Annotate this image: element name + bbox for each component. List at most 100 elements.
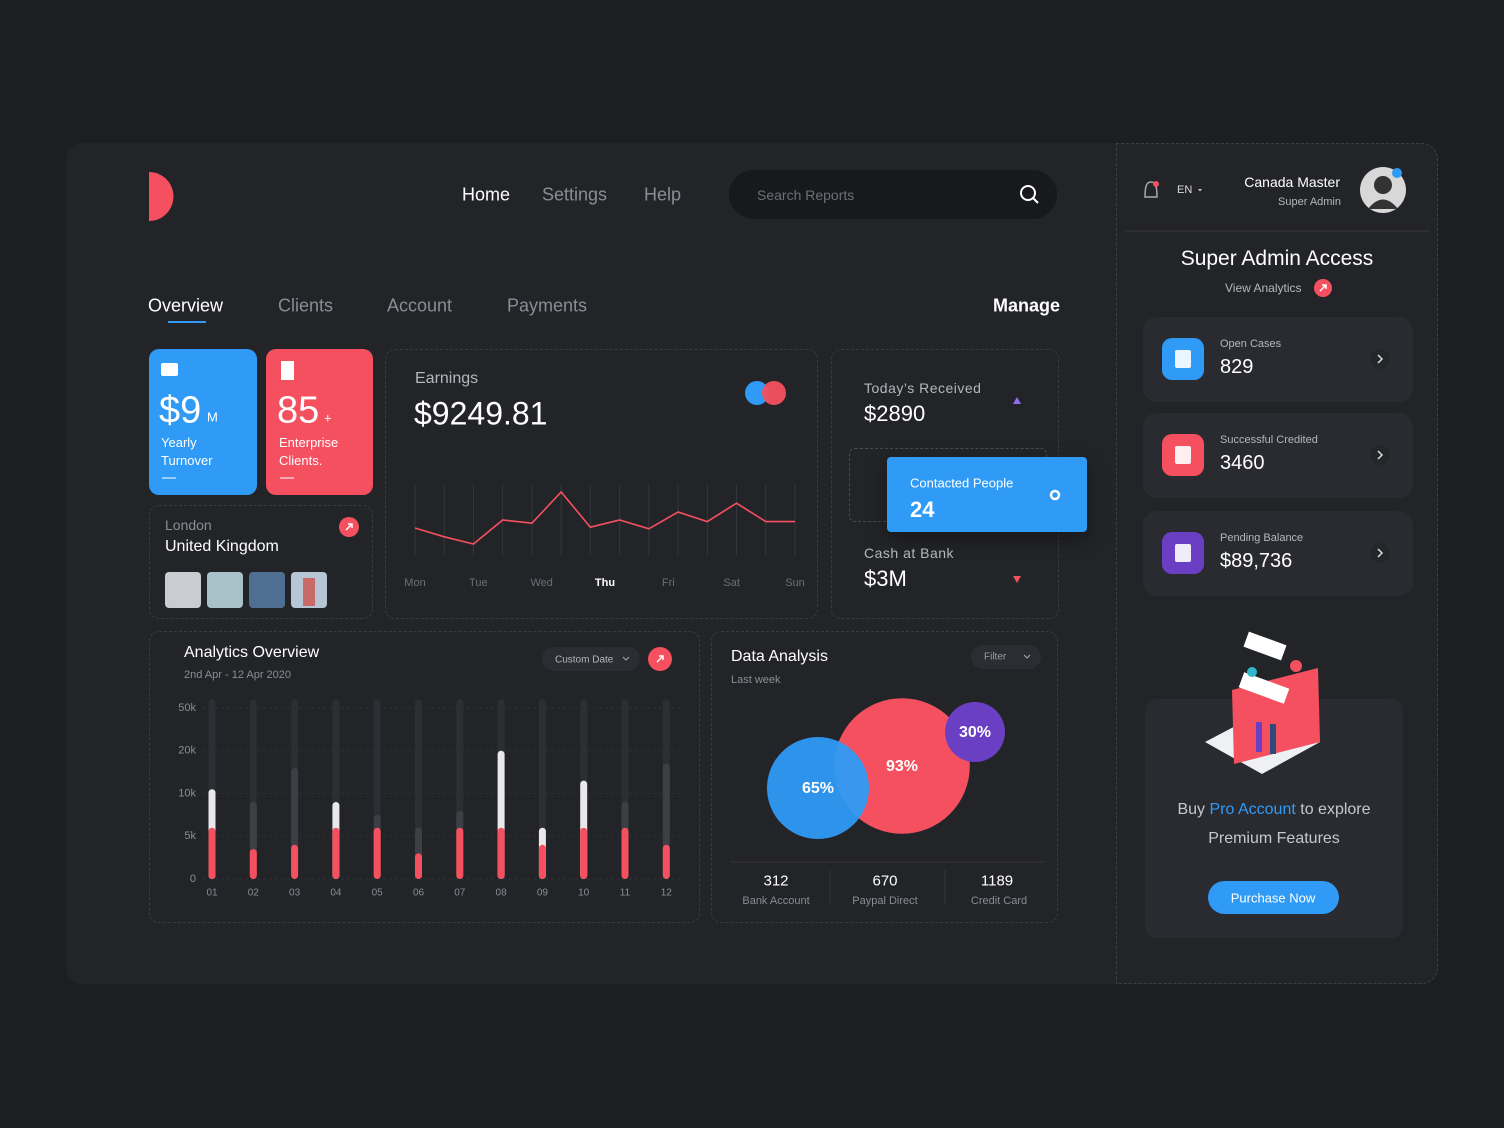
illustration-person bbox=[1270, 724, 1276, 754]
earnings-title: Earnings bbox=[415, 370, 479, 387]
language[interactable]: EN bbox=[1177, 184, 1193, 196]
bar bbox=[621, 827, 629, 879]
illustration-dot bbox=[1247, 667, 1257, 677]
contacted-ring bbox=[1049, 489, 1061, 501]
icon-glyph bbox=[1175, 544, 1191, 562]
arrow-icon bbox=[1319, 284, 1327, 292]
bar bbox=[538, 844, 546, 879]
purchase-label[interactable]: Purchase Now bbox=[1230, 890, 1316, 906]
search-box[interactable] bbox=[729, 170, 1057, 219]
bubble-label: 93% bbox=[886, 758, 918, 775]
toggle-red[interactable] bbox=[762, 381, 786, 405]
bell-badge bbox=[1153, 181, 1159, 187]
avatar-body bbox=[1368, 199, 1398, 209]
user-name: Canada Master bbox=[1244, 174, 1340, 190]
clients-value: 85 bbox=[277, 389, 320, 432]
balance-label: Successful Credited bbox=[1220, 434, 1318, 446]
caret bbox=[622, 656, 630, 661]
thumbnail[interactable] bbox=[207, 572, 243, 608]
bar bbox=[662, 844, 670, 879]
balance-value: $89,736 bbox=[1220, 550, 1293, 572]
data-analysis-card bbox=[711, 631, 1058, 923]
data-analysis-subtitle: Last week bbox=[731, 674, 781, 686]
nav-item[interactable]: Home bbox=[462, 184, 511, 205]
y-tick-label: 10k bbox=[178, 787, 196, 799]
x-tick-label: 06 bbox=[413, 888, 425, 899]
up-arrow bbox=[1013, 397, 1021, 404]
tab[interactable]: Clients bbox=[278, 295, 334, 316]
bubble bbox=[945, 702, 1005, 762]
y-tick-label: 20k bbox=[178, 745, 196, 757]
balance-label: Pending Balance bbox=[1220, 532, 1304, 544]
x-tick-label: 05 bbox=[372, 888, 384, 899]
tab[interactable]: Account bbox=[387, 295, 453, 316]
bubble-label: 65% bbox=[802, 780, 834, 797]
arrow-icon bbox=[656, 655, 664, 663]
bell-icon[interactable] bbox=[1144, 181, 1158, 198]
caret bbox=[1198, 189, 1202, 192]
down-arrow bbox=[1013, 576, 1021, 583]
x-tick-label: 07 bbox=[454, 888, 466, 899]
x-tick-label: 04 bbox=[330, 888, 342, 899]
illustration-dot bbox=[1290, 660, 1302, 672]
bubble bbox=[767, 737, 869, 839]
tab[interactable]: Payments bbox=[507, 295, 588, 316]
y-tick-label: 50k bbox=[178, 702, 196, 714]
y-tick-label: 0 bbox=[190, 873, 196, 885]
contacted-card[interactable] bbox=[887, 457, 1087, 532]
chevron-bg bbox=[1370, 543, 1390, 563]
clients-label: Enterprise Clients. bbox=[279, 435, 339, 468]
date-filter-pill[interactable] bbox=[542, 647, 640, 671]
location-card bbox=[149, 505, 373, 619]
city: London bbox=[165, 517, 212, 533]
thumbnail[interactable] bbox=[165, 572, 201, 608]
promo-highlight[interactable]: Pro Account bbox=[1209, 801, 1296, 818]
purchase-button[interactable] bbox=[1208, 881, 1339, 914]
search-placeholder[interactable]: Search Reports bbox=[757, 187, 855, 203]
thumbnail-tower bbox=[303, 578, 315, 606]
tab[interactable]: Overview bbox=[148, 295, 224, 316]
wallet-icon bbox=[161, 363, 178, 376]
chevron-bg bbox=[1370, 445, 1390, 465]
analytics-title: Analytics Overview bbox=[184, 644, 320, 661]
avatar-badge bbox=[1392, 168, 1402, 178]
received-value: $2890 bbox=[864, 401, 926, 426]
search-icon-lens bbox=[1020, 185, 1036, 201]
promo-before: Buy bbox=[1177, 801, 1206, 818]
bubble bbox=[834, 698, 970, 834]
bar bbox=[456, 827, 464, 879]
x-tick-label: 10 bbox=[578, 888, 590, 899]
x-tick-label: 09 bbox=[537, 888, 549, 899]
illustration-person bbox=[1256, 722, 1262, 752]
bar bbox=[208, 827, 216, 879]
day-label: Fri bbox=[662, 577, 675, 589]
icon-glyph bbox=[1175, 446, 1191, 464]
user-role: Super Admin bbox=[1278, 196, 1341, 208]
data-analysis-title: Data Analysis bbox=[731, 648, 828, 665]
thumbnail[interactable] bbox=[249, 572, 285, 608]
filter-pill[interactable] bbox=[971, 645, 1041, 669]
x-tick-label: 11 bbox=[620, 888, 631, 899]
illustration-card bbox=[1238, 672, 1290, 704]
nav-item[interactable]: Help bbox=[644, 184, 682, 205]
contacted-value: 24 bbox=[910, 497, 935, 522]
day-label: Thu bbox=[595, 577, 615, 589]
earnings-card bbox=[385, 349, 818, 619]
balance-label: Open Cases bbox=[1220, 338, 1282, 350]
chevron bbox=[1377, 354, 1384, 364]
filter[interactable]: Filter bbox=[984, 651, 1007, 663]
y-tick-label: 5k bbox=[184, 830, 196, 842]
search-icon[interactable] bbox=[1020, 185, 1039, 204]
promo-text: Buy Pro Account to explore Premium Featu… bbox=[1148, 795, 1400, 853]
toggle-blue[interactable] bbox=[745, 381, 769, 405]
date-filter[interactable]: Custom Date bbox=[555, 654, 614, 666]
nav-item[interactable]: Settings bbox=[542, 184, 608, 205]
clients-unit: + bbox=[324, 410, 332, 426]
country: United Kingdom bbox=[165, 538, 279, 555]
manage-link[interactable]: Manage bbox=[992, 295, 1060, 316]
view-analytics[interactable]: View Analytics bbox=[1225, 281, 1302, 295]
arrow-icon bbox=[345, 523, 353, 531]
stat-value: 312 bbox=[763, 872, 789, 890]
